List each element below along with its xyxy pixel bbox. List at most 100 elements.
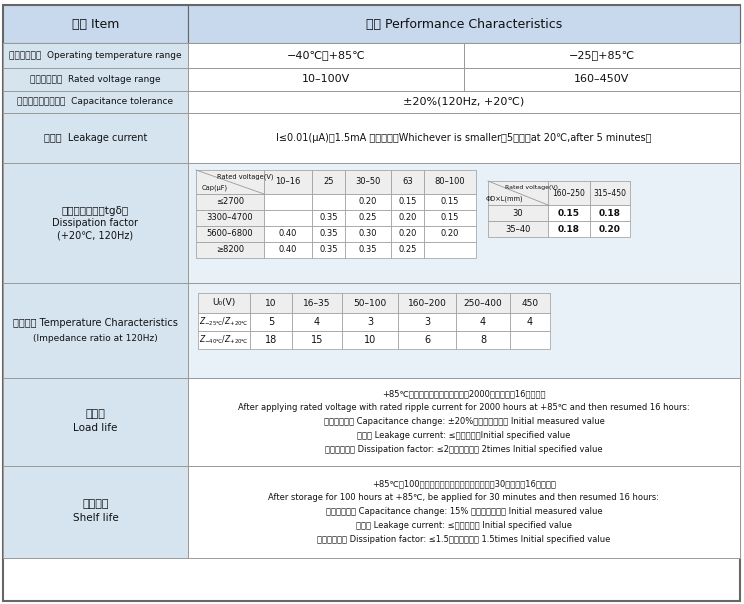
Bar	[292, 293, 342, 313]
Text: 160–200: 160–200	[408, 298, 446, 307]
Bar	[345, 242, 391, 258]
Text: 0.40: 0.40	[279, 230, 297, 239]
Text: 0.15: 0.15	[440, 213, 459, 222]
Text: +85℃，100小时储存后，在额定工作电压处猆30分，恢夅16小时后：: +85℃，100小时储存后，在额定工作电压处猆30分，恢夅16小时后：	[372, 480, 556, 489]
Bar	[188, 5, 740, 43]
Bar	[3, 5, 188, 43]
Text: 4: 4	[480, 317, 486, 327]
Bar	[196, 210, 264, 226]
Text: 0.20: 0.20	[398, 213, 417, 222]
Text: Shelf life: Shelf life	[73, 513, 118, 523]
Bar	[188, 113, 740, 163]
Bar	[312, 242, 345, 258]
Bar	[188, 68, 464, 91]
Bar	[548, 221, 590, 237]
Bar	[250, 313, 292, 331]
Bar	[196, 226, 264, 242]
Bar	[188, 378, 740, 466]
Bar	[398, 293, 456, 313]
Bar	[312, 194, 345, 210]
Text: 0.15: 0.15	[558, 208, 580, 217]
Bar	[312, 170, 345, 194]
Text: Cap(μF): Cap(μF)	[202, 185, 228, 191]
Text: 25: 25	[323, 178, 334, 187]
Bar	[3, 113, 188, 163]
Bar	[345, 194, 391, 210]
Text: (Impedance ratio at 120Hz): (Impedance ratio at 120Hz)	[33, 334, 158, 343]
Text: 0.35: 0.35	[319, 213, 338, 222]
Bar	[3, 466, 188, 558]
Bar	[188, 163, 740, 283]
Text: 电容量变化率 Capacitance change: ±20%初始测量値以内 Initial measured value: 电容量变化率 Capacitance change: ±20%初始测量値以内 I…	[324, 417, 604, 426]
Text: +85℃加含额定红波电流额定电压2000小时，恢夅16小时后：: +85℃加含额定红波电流额定电压2000小时，恢夅16小时后：	[382, 390, 546, 399]
Text: 0.20: 0.20	[359, 198, 377, 207]
Text: 5600–6800: 5600–6800	[207, 230, 253, 239]
Text: 0.25: 0.25	[359, 213, 377, 222]
Bar	[264, 226, 312, 242]
Bar	[342, 331, 398, 349]
Bar	[424, 210, 476, 226]
Text: 160–250: 160–250	[553, 188, 586, 198]
Text: 80–100: 80–100	[434, 178, 465, 187]
Bar	[3, 163, 188, 283]
Bar	[488, 221, 548, 237]
Text: $Z_{-25℃}/Z_{+20℃}$: $Z_{-25℃}/Z_{+20℃}$	[199, 316, 248, 328]
Text: 损耗角正切値（tgδ）: 损耗角正切値（tgδ）	[62, 206, 129, 216]
Text: ±20%(120Hz, +20℃): ±20%(120Hz, +20℃)	[403, 97, 525, 107]
Bar	[590, 221, 630, 237]
Text: 50–100: 50–100	[353, 298, 387, 307]
Bar	[424, 170, 476, 194]
Text: 项目 Item: 项目 Item	[72, 18, 119, 30]
Text: 标称电容量允许偏差  Capacitance tolerance: 标称电容量允许偏差 Capacitance tolerance	[17, 97, 173, 106]
Bar	[424, 242, 476, 258]
Text: 160–450V: 160–450V	[574, 74, 629, 85]
Text: 0.20: 0.20	[440, 230, 459, 239]
Text: 高温贯存: 高温贯存	[83, 499, 109, 509]
Bar	[488, 205, 548, 221]
Text: 10: 10	[266, 298, 277, 307]
Bar	[345, 226, 391, 242]
Text: 耐久性: 耐久性	[86, 409, 106, 419]
Bar	[398, 313, 456, 331]
Bar	[3, 378, 188, 466]
Text: 8: 8	[480, 335, 486, 345]
Text: (+20℃, 120Hz): (+20℃, 120Hz)	[57, 230, 134, 240]
Text: 15: 15	[311, 335, 323, 345]
Bar	[548, 181, 590, 205]
Text: I≤0.01(μA)或1.5mA 取较小値（Whichever is smaller）5分钟（at 20℃,after 5 minutes）: I≤0.01(μA)或1.5mA 取较小値（Whichever is small…	[276, 133, 652, 143]
Text: 5: 5	[268, 317, 274, 327]
Bar	[456, 313, 510, 331]
Text: Rated voltage(V): Rated voltage(V)	[217, 173, 273, 180]
Text: 额定电压范围  Rated voltage range: 额定电压范围 Rated voltage range	[31, 75, 161, 84]
Bar	[188, 466, 740, 558]
Bar	[464, 43, 740, 68]
Text: 3300–4700: 3300–4700	[207, 213, 253, 222]
Bar	[264, 242, 312, 258]
Text: 使用温度范围  Operating temperature range: 使用温度范围 Operating temperature range	[9, 51, 182, 60]
Text: 电容量变化率 Capacitance change: 15% 初始测量値以内 Initial measured value: 电容量变化率 Capacitance change: 15% 初始测量値以内 I…	[326, 507, 603, 516]
Bar	[590, 181, 630, 205]
Bar	[424, 226, 476, 242]
Text: 0.20: 0.20	[398, 230, 417, 239]
Bar	[250, 331, 292, 349]
Text: 35–40: 35–40	[505, 225, 530, 234]
Text: ≥8200: ≥8200	[216, 245, 244, 254]
Text: 10–16: 10–16	[275, 178, 301, 187]
Bar	[196, 242, 264, 258]
Bar	[196, 170, 264, 194]
Text: 10: 10	[364, 335, 376, 345]
Text: 特性 Performance Characteristics: 特性 Performance Characteristics	[366, 18, 562, 30]
Bar	[198, 313, 250, 331]
Text: 0.15: 0.15	[398, 198, 417, 207]
Bar	[510, 293, 550, 313]
Text: 0.20: 0.20	[599, 225, 621, 234]
Bar	[345, 210, 391, 226]
Bar	[188, 283, 740, 378]
Bar	[198, 331, 250, 349]
Text: 损耗角正切値 Dissipation factor: ≤1.5倍初始规定値 1.5times Initial specified value: 损耗角正切値 Dissipation factor: ≤1.5倍初始规定値 1.…	[317, 536, 611, 544]
Text: Load life: Load life	[74, 423, 118, 433]
Text: After storage for 100 hours at +85℃, be applied for 30 minutes and then resumed : After storage for 100 hours at +85℃, be …	[269, 493, 659, 503]
Bar	[464, 68, 740, 91]
Text: 63: 63	[402, 178, 413, 187]
Text: 0.35: 0.35	[319, 245, 338, 254]
